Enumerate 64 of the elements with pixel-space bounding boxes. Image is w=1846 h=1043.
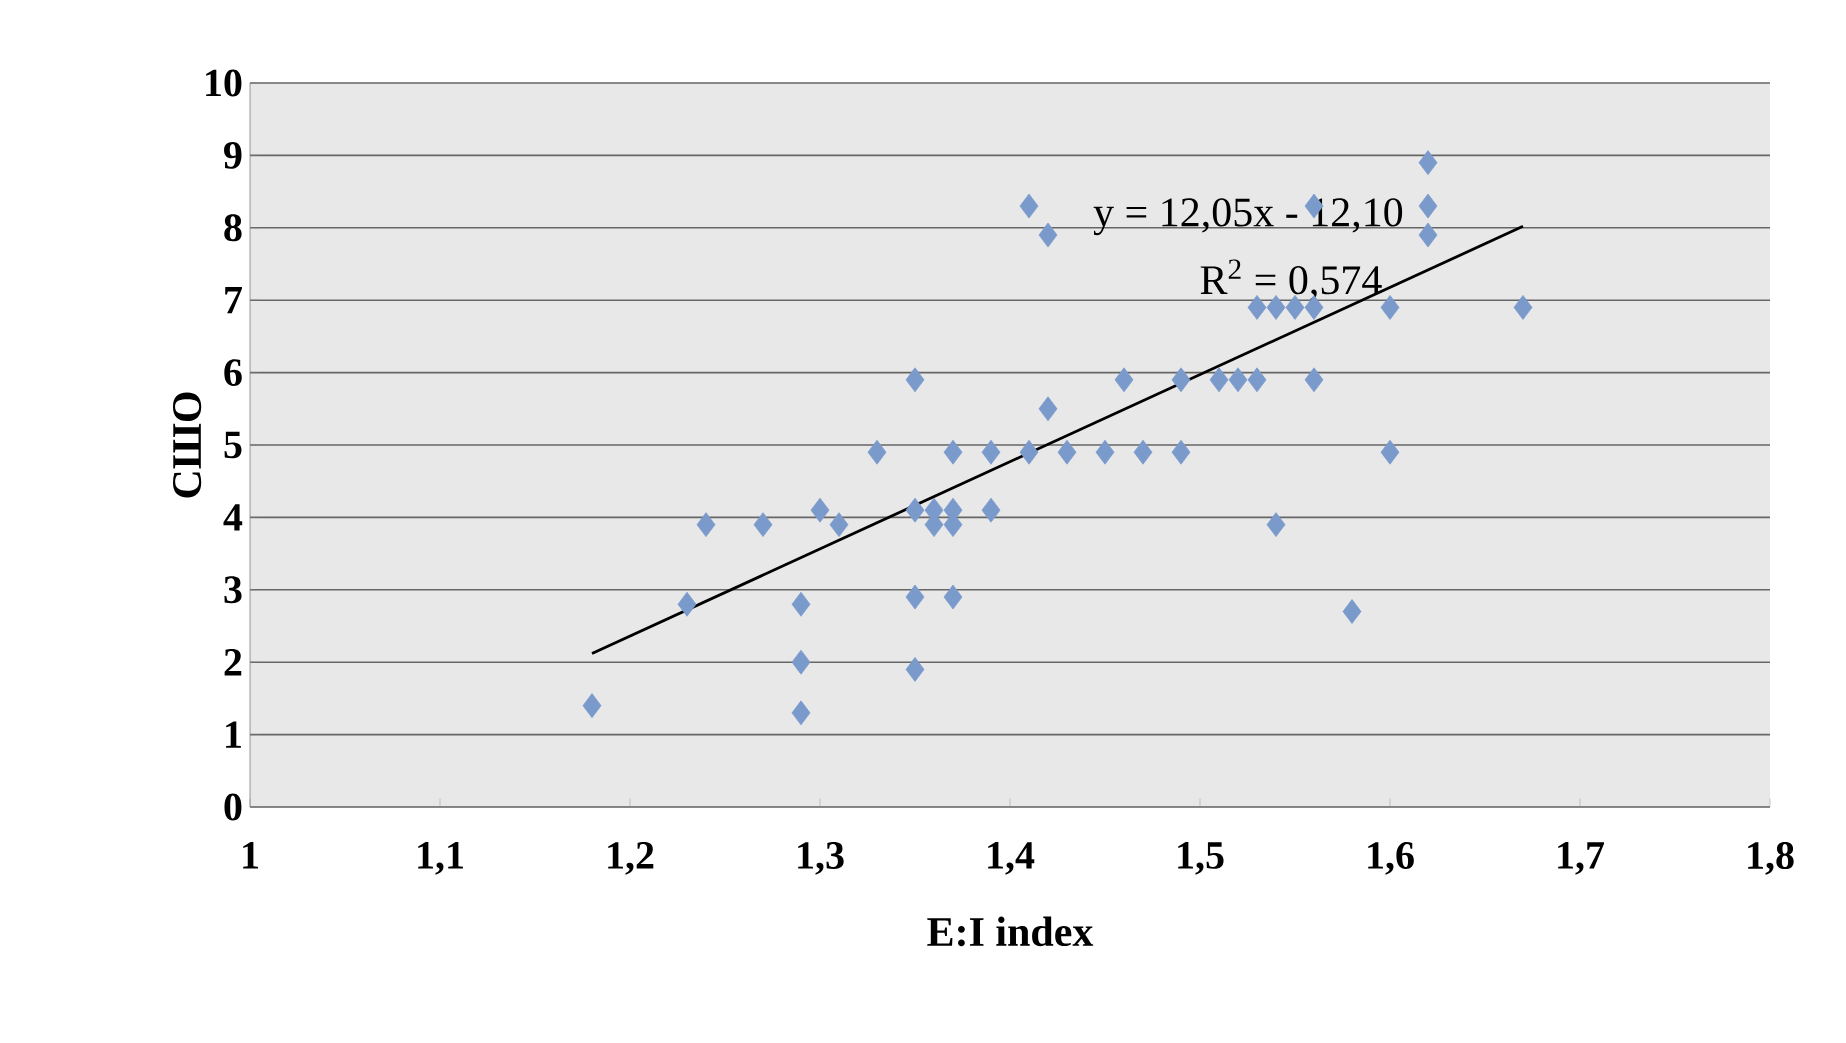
point [791, 591, 811, 617]
point [1418, 193, 1438, 219]
point [1380, 295, 1400, 320]
point [1095, 439, 1115, 465]
y-tick-label: 2 [224, 648, 242, 676]
point [905, 497, 925, 523]
point [1038, 222, 1058, 248]
point [677, 591, 697, 617]
point [810, 497, 830, 523]
point [753, 512, 773, 538]
y-tick-label: 10 [206, 69, 242, 97]
point [791, 700, 811, 726]
x-tick-label: 1,5 [1178, 842, 1224, 875]
y-tick-label: 6 [224, 359, 242, 387]
annotation: R$^{2}$ = 0,574 [1200, 259, 1382, 301]
point [1019, 193, 1039, 219]
point [1342, 599, 1362, 624]
point [791, 649, 811, 675]
y-tick-label: 4 [223, 504, 243, 531]
point [943, 439, 963, 465]
point [1057, 439, 1077, 465]
y-axis-title: СШО [172, 392, 202, 498]
point [905, 657, 925, 682]
point [867, 439, 887, 465]
point [1133, 439, 1153, 465]
point [905, 367, 925, 393]
point [943, 584, 963, 610]
point [1247, 367, 1267, 393]
point [1247, 295, 1267, 320]
point [1513, 295, 1533, 320]
y-tick-label: 9 [224, 141, 242, 169]
y-tick-label: 0 [224, 793, 242, 821]
y-tick-label: 5 [224, 431, 242, 459]
x-axis-title: E:I index [927, 916, 1094, 947]
point [1209, 367, 1229, 393]
x-tick-label: 1,2 [608, 842, 654, 875]
x-tick-label: 1,1 [418, 842, 463, 875]
x-tick-label: 1,7 [1558, 842, 1605, 875]
point [1171, 439, 1191, 465]
y-tick-label: 3 [224, 576, 242, 604]
y-tick-label: 7 [225, 287, 242, 314]
point [1418, 150, 1438, 176]
y-tick-label: 1 [226, 721, 241, 748]
point [829, 512, 849, 538]
point [1266, 512, 1286, 538]
point [582, 693, 602, 719]
point [1304, 367, 1324, 393]
x-tick-label: 1,8 [1748, 842, 1794, 875]
point [696, 512, 716, 538]
point [1038, 396, 1058, 422]
point [1266, 295, 1286, 320]
point [981, 497, 1001, 523]
point [1019, 439, 1039, 465]
point [1418, 222, 1438, 248]
point [981, 439, 1001, 465]
y-tick-label: 8 [224, 214, 242, 242]
point [1228, 367, 1248, 393]
point [1114, 367, 1134, 393]
x-tick-label: 1,6 [1368, 842, 1414, 875]
point [905, 584, 925, 610]
point [1171, 367, 1191, 393]
x-tick-label: 1,4 [988, 842, 1035, 875]
point [1380, 439, 1400, 465]
x-tick-label: 1,3 [798, 842, 844, 875]
